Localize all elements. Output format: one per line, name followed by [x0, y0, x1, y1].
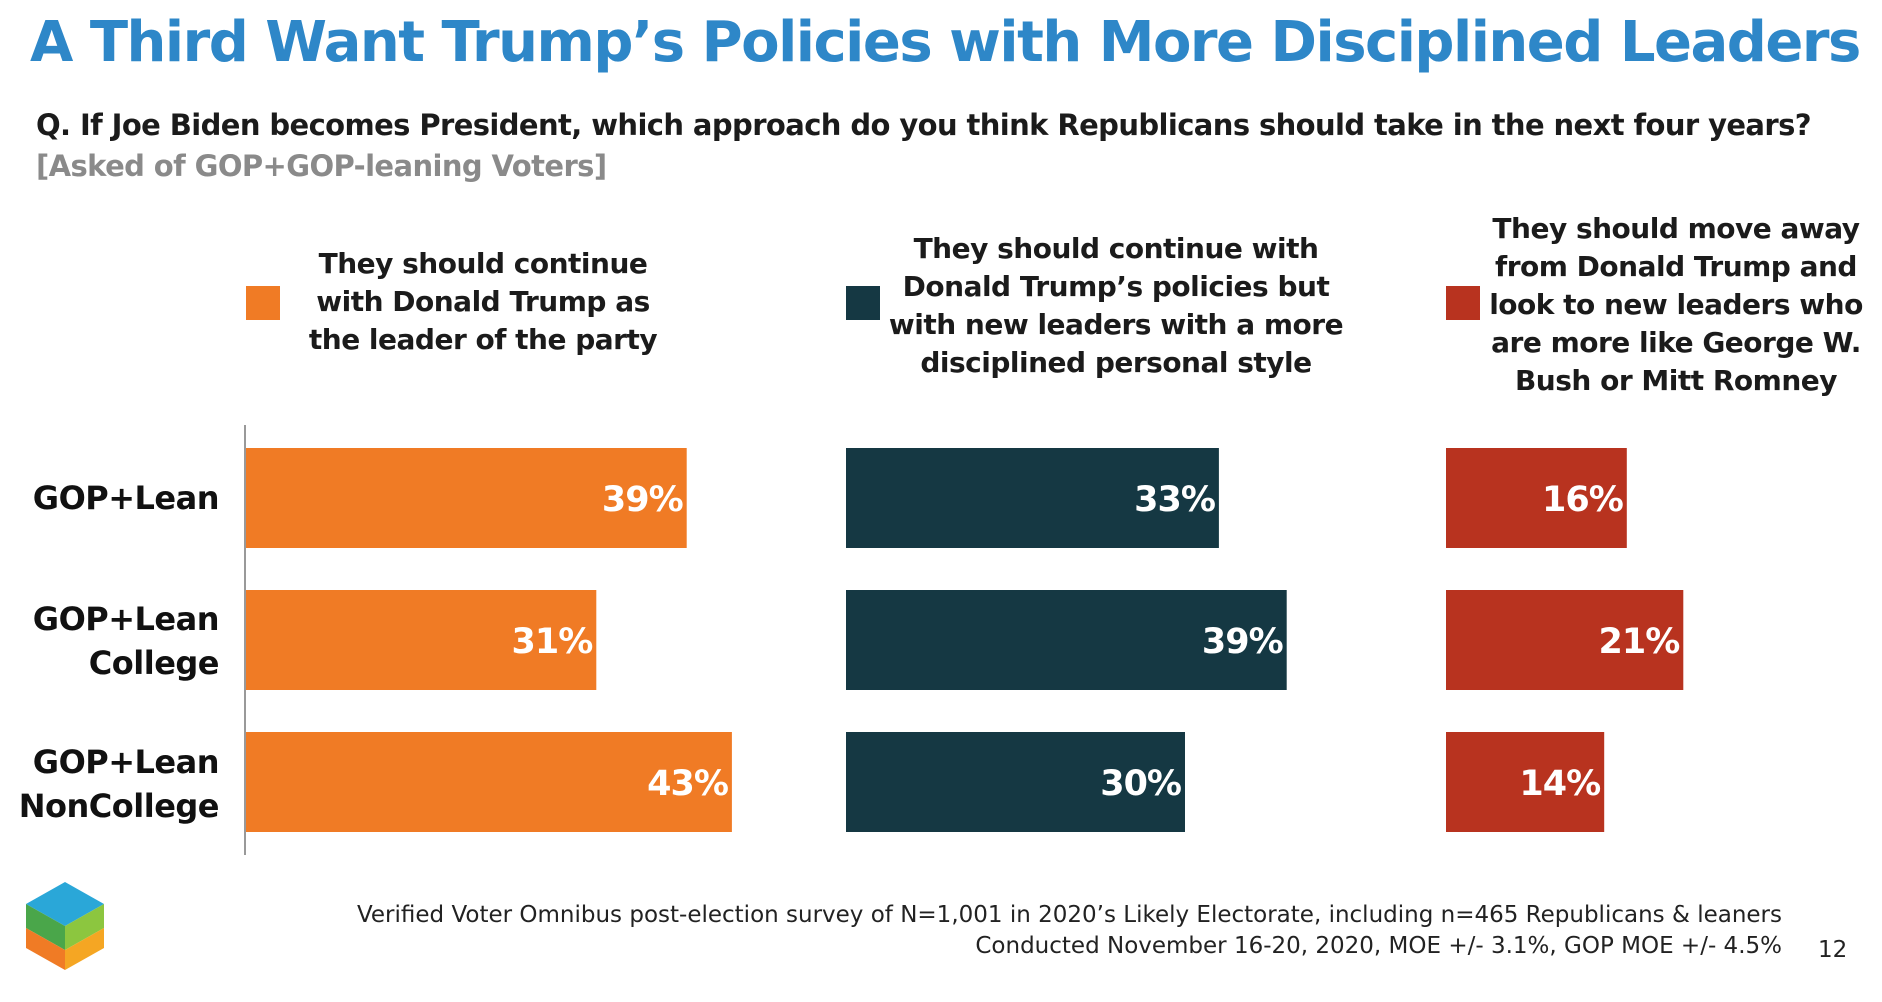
legend-line: They should move away — [1492, 212, 1860, 245]
legend-line: with new leaders with a more — [888, 308, 1344, 341]
row-label-line: NonCollege — [18, 787, 220, 825]
bar-label-series-3-1: 21% — [1599, 622, 1680, 662]
legend-line: look to new leaders who — [1489, 288, 1863, 321]
footnote-line-2: Conducted November 16-20, 2020, MOE +/- … — [975, 933, 1782, 959]
chart-title: A Third Want Trump’s Policies with More … — [30, 10, 1861, 75]
legend-line: Donald Trump’s policies but — [902, 270, 1330, 303]
bar-label-series-2-0: 33% — [1134, 480, 1215, 520]
bar-label-series-1-0: 39% — [602, 480, 683, 520]
bar-series-1-2 — [246, 732, 732, 832]
legend-line: They should continue with — [913, 232, 1319, 265]
bar-label-series-3-2: 14% — [1519, 764, 1600, 804]
legend-line: the leader of the party — [308, 323, 658, 356]
bar-series-2-1 — [846, 590, 1287, 690]
row-label-line: GOP+Lean — [32, 479, 220, 517]
legend-line: Bush or Mitt Romney — [1514, 364, 1838, 397]
legend-line: disciplined personal style — [920, 346, 1312, 379]
bar-series-2-2 — [846, 732, 1185, 832]
bar-label-series-1-2: 43% — [647, 764, 728, 804]
legend-text-policies-new-leaders: They should continue with Donald Trump’s… — [886, 230, 1346, 382]
row-label-line: College — [88, 644, 220, 682]
page-number: 12 — [1818, 937, 1848, 963]
legend-swatch-continue-trump — [246, 286, 280, 320]
survey-subquestion: [Asked of GOP+GOP-leaning Voters] — [36, 149, 607, 183]
company-logo-icon — [26, 882, 104, 970]
footnote-line-1: Verified Voter Omnibus post-election sur… — [356, 902, 1782, 928]
row-label-gop-lean: GOP+Lean — [32, 476, 220, 520]
legend-line: They should continue — [318, 247, 648, 280]
legend-line: with Donald Trump as — [316, 285, 650, 318]
bar-label-series-2-1: 39% — [1202, 622, 1283, 662]
legend-text-continue-trump: They should continue with Donald Trump a… — [288, 245, 678, 359]
legend-text-move-away: They should move away from Donald Trump … — [1486, 210, 1866, 400]
survey-question: Q. If Joe Biden becomes President, which… — [36, 108, 1812, 142]
bar-series-3-1 — [1446, 590, 1684, 690]
bar-series-3-0 — [1446, 448, 1627, 548]
row-label-line: GOP+Lean — [32, 743, 220, 781]
axis-line — [244, 425, 246, 855]
row-label-gop-lean-college: GOP+Lean College — [32, 597, 220, 685]
bar-label-series-2-2: 30% — [1100, 764, 1181, 804]
bar-series-1-1 — [246, 590, 597, 690]
legend-swatch-move-away — [1446, 286, 1480, 320]
legend-swatch-policies-new-leaders — [846, 286, 880, 320]
bar-series-1-0 — [246, 448, 687, 548]
bar-label-series-1-1: 31% — [512, 622, 593, 662]
row-label-line: GOP+Lean — [32, 600, 220, 638]
row-label-gop-lean-noncollege: GOP+Lean NonCollege — [18, 740, 220, 828]
bar-label-series-3-0: 16% — [1542, 480, 1623, 520]
bar-series-2-0 — [846, 448, 1219, 548]
bar-series-3-2 — [1446, 732, 1605, 832]
legend-line: are more like George W. — [1491, 326, 1861, 359]
legend-line: from Donald Trump and — [1495, 250, 1857, 283]
